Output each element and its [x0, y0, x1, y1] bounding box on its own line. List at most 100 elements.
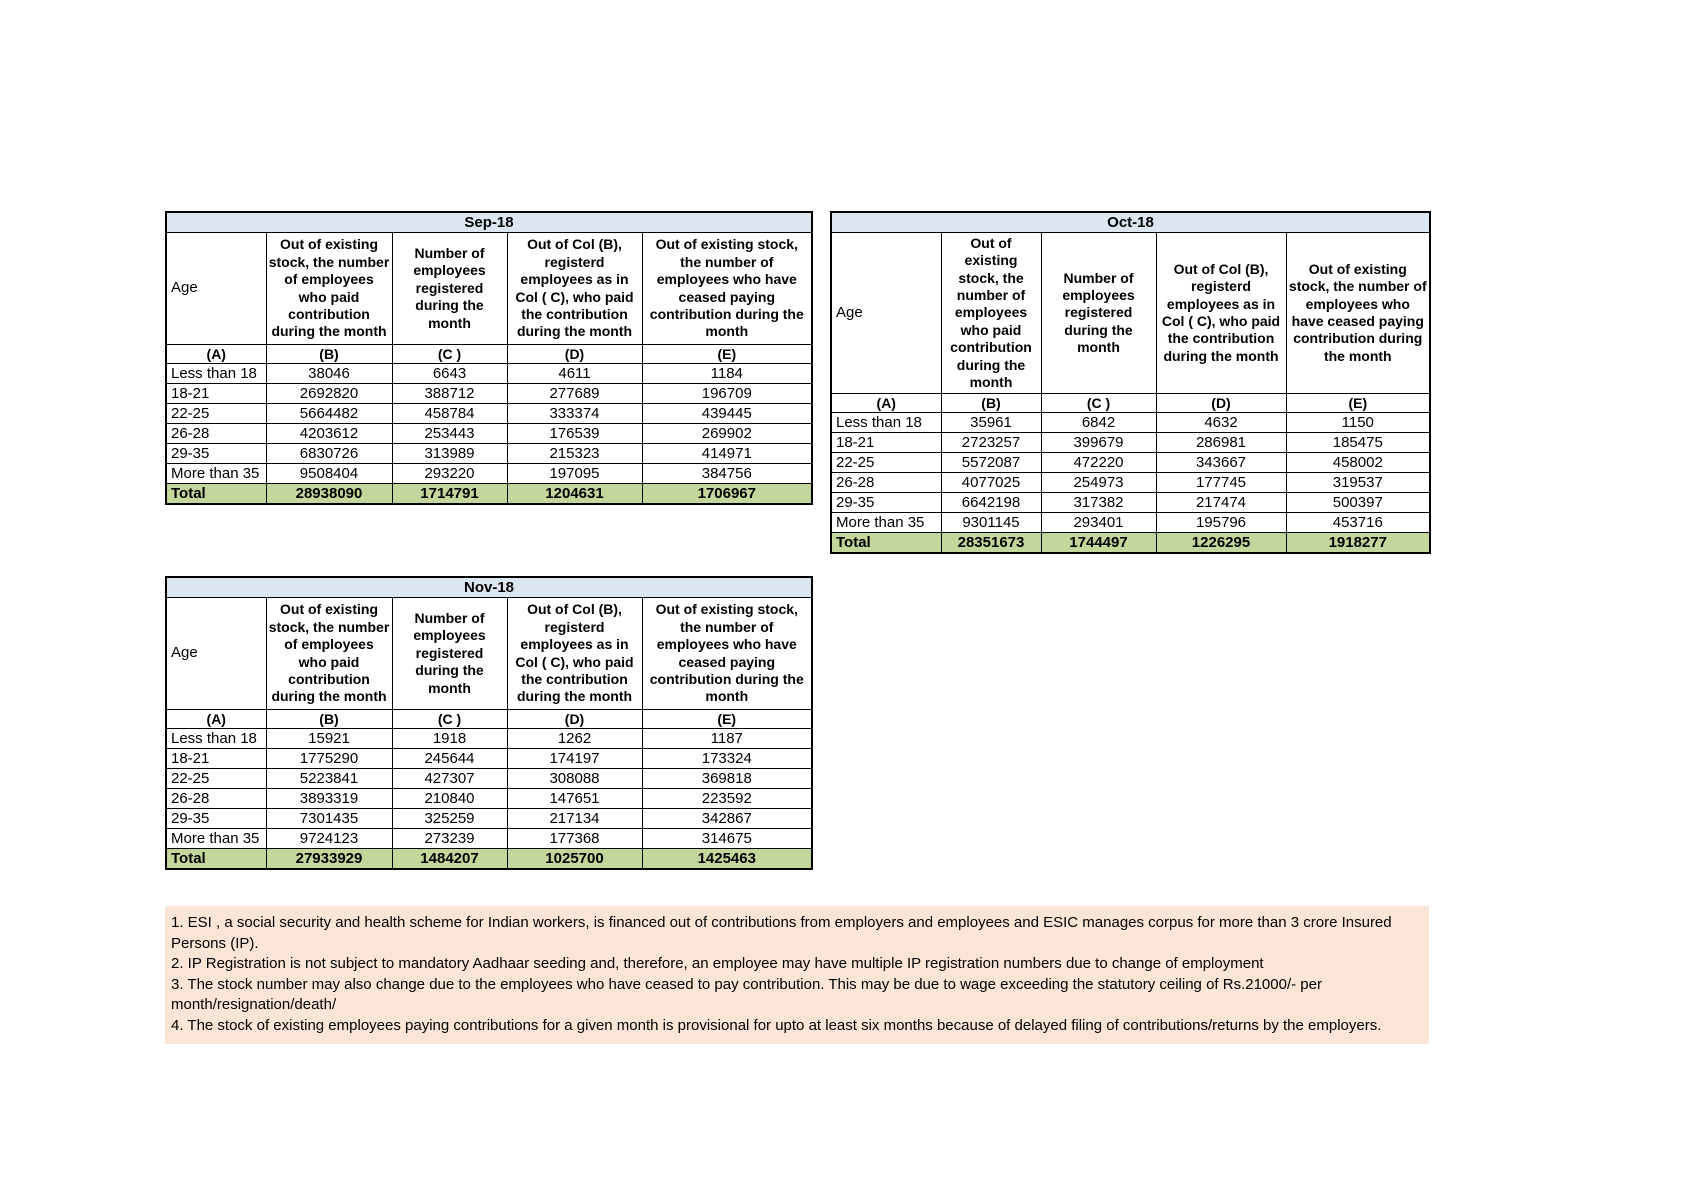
total-value: 27933929	[265, 848, 393, 870]
total-label: Total	[165, 848, 267, 870]
value-cell: 147651	[506, 788, 643, 809]
total-label: Total	[165, 483, 267, 505]
value-cell: 177368	[506, 828, 643, 849]
value-cell: 308088	[506, 768, 643, 789]
value-cell: 176539	[506, 423, 643, 444]
age-cell: Less than 18	[165, 363, 267, 384]
value-cell: 196709	[641, 383, 813, 404]
value-cell: 5664482	[265, 403, 393, 424]
age-cell: More than 35	[165, 463, 267, 484]
value-cell: 384756	[641, 463, 813, 484]
table-row: More than 35 9508404 293220 197095 384756	[165, 463, 813, 484]
age-column-header: Age	[830, 231, 942, 395]
value-cell: 319537	[1285, 472, 1431, 494]
table-row: More than 35 9724123 273239 177368 314675	[165, 828, 813, 849]
column-header-e: Out of existing stock, the number of emp…	[641, 597, 813, 710]
age-cell: 22-25	[830, 452, 942, 474]
footnotes-block: 1. ESI , a social security and health sc…	[165, 906, 1429, 1044]
value-cell: 342867	[641, 808, 813, 829]
value-cell: 500397	[1285, 492, 1431, 514]
footnote-line-4: 4. The stock of existing employees payin…	[171, 1016, 1382, 1034]
value-cell: 369818	[641, 768, 813, 789]
value-cell: 5223841	[265, 768, 393, 789]
total-value: 1025700	[506, 848, 643, 870]
footnote-line-2: 2. IP Registration is not subject to man…	[171, 955, 1264, 972]
column-header-d: Out of Col (B), registerd employees as i…	[506, 232, 643, 345]
age-cell: 29-35	[165, 808, 267, 829]
column-header-d: Out of Col (B), registerd employees as i…	[506, 597, 643, 710]
value-cell: 1184	[641, 363, 813, 384]
value-cell: 15921	[265, 728, 393, 749]
column-header-c: Number of employees registered during th…	[391, 597, 508, 710]
value-cell: 277689	[506, 383, 643, 404]
table-oct-18: Oct-18 Age Out of existing stock, the numb…	[830, 211, 1432, 555]
value-cell: 197095	[506, 463, 643, 484]
table-row: Less than 18 38046 6643 4611 1184	[165, 363, 813, 384]
value-cell: 343667	[1155, 452, 1287, 474]
total-row: Total 27933929 1484207 1025700 1425463	[165, 848, 813, 870]
table-row: Less than 18 15921 1918 1262 1187	[165, 728, 813, 749]
column-header-b: Out of existing stock, the number of emp…	[940, 231, 1042, 395]
header-row: Age Out of existing stock, the number of …	[830, 231, 1431, 395]
value-cell: 177745	[1155, 472, 1287, 494]
value-cell: 174197	[506, 748, 643, 769]
letter-row: (A) (B) (C ) (D) (E)	[165, 709, 813, 729]
total-value: 1706967	[641, 483, 813, 505]
column-header-e: Out of existing stock, the number of emp…	[641, 232, 813, 345]
title-row: Sep-18	[165, 211, 813, 233]
value-cell: 273239	[391, 828, 508, 849]
value-cell: 414971	[641, 443, 813, 464]
total-value: 1744497	[1040, 532, 1157, 554]
value-cell: 399679	[1040, 432, 1157, 454]
table-row: 26-28 3893319 210840 147651 223592	[165, 788, 813, 809]
title-row: Nov-18	[165, 576, 813, 598]
value-cell: 1918	[391, 728, 508, 749]
month-title: Oct-18	[830, 211, 1431, 233]
total-label: Total	[830, 532, 942, 554]
value-cell: 6642198	[940, 492, 1042, 514]
letter-row: (A) (B) (C ) (D) (E)	[165, 344, 813, 364]
column-letter-c: (C )	[1040, 393, 1157, 414]
total-value: 1226295	[1155, 532, 1287, 554]
month-data-table: Sep-18 Age Out of existing stock, the numb…	[165, 211, 814, 505]
month-title: Nov-18	[165, 576, 813, 598]
age-cell: 29-35	[830, 492, 942, 514]
value-cell: 38046	[265, 363, 393, 384]
total-value: 1484207	[391, 848, 508, 870]
value-cell: 6842	[1040, 412, 1157, 434]
value-cell: 223592	[641, 788, 813, 809]
value-cell: 439445	[641, 403, 813, 424]
month-data-table: Nov-18 Age Out of existing stock, the numb…	[165, 576, 814, 870]
column-header-d: Out of Col (B), registerd employees as i…	[1155, 231, 1287, 395]
value-cell: 388712	[391, 383, 508, 404]
table-row: Less than 18 35961 6842 4632 1150	[830, 412, 1431, 434]
column-header-b: Out of existing stock, the number of emp…	[265, 597, 393, 710]
age-cell: 22-25	[165, 403, 267, 424]
value-cell: 1150	[1285, 412, 1431, 434]
table-row: 22-25 5572087 472220 343667 458002	[830, 452, 1431, 474]
table-row: More than 35 9301145 293401 195796 453716	[830, 512, 1431, 534]
value-cell: 333374	[506, 403, 643, 424]
value-cell: 1775290	[265, 748, 393, 769]
age-cell: 29-35	[165, 443, 267, 464]
column-letter-e: (E)	[1285, 393, 1431, 414]
age-cell: 22-25	[165, 768, 267, 789]
column-letter-c: (C )	[391, 344, 508, 364]
value-cell: 9508404	[265, 463, 393, 484]
age-cell: 18-21	[165, 748, 267, 769]
value-cell: 1262	[506, 728, 643, 749]
value-cell: 458784	[391, 403, 508, 424]
value-cell: 317382	[1040, 492, 1157, 514]
value-cell: 5572087	[940, 452, 1042, 474]
value-cell: 245644	[391, 748, 508, 769]
total-row: Total 28938090 1714791 1204631 1706967	[165, 483, 813, 505]
column-header-e: Out of existing stock, the number of emp…	[1285, 231, 1431, 395]
value-cell: 254973	[1040, 472, 1157, 494]
column-letter-d: (D)	[506, 709, 643, 729]
column-letter-a: (A)	[165, 709, 267, 729]
age-cell: 18-21	[165, 383, 267, 404]
value-cell: 472220	[1040, 452, 1157, 474]
age-cell: Less than 18	[165, 728, 267, 749]
value-cell: 185475	[1285, 432, 1431, 454]
age-cell: 18-21	[830, 432, 942, 454]
